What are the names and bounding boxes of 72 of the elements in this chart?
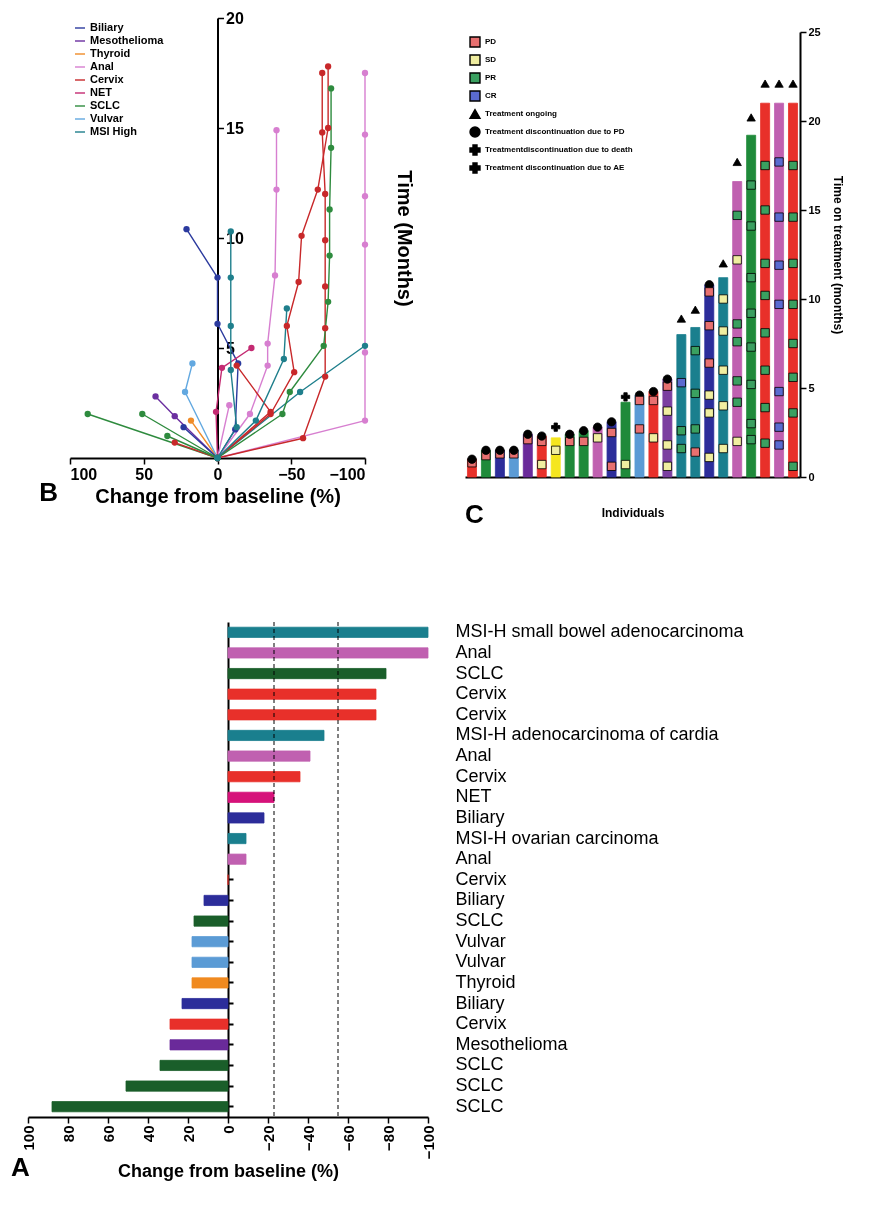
- y-tick-label: SCLC: [455, 1075, 504, 1096]
- y-tick-label: 20: [808, 114, 821, 127]
- x-tick-label: 80: [59, 1125, 77, 1143]
- y-axis-title: Time on treatment (months): [830, 175, 845, 335]
- y-tick-label: Vulvar: [455, 951, 506, 972]
- y-tick-label: Vulvar: [455, 930, 506, 951]
- x-tick-label: 20: [179, 1125, 197, 1143]
- y-tick-label: MSI-H adenocarcinoma of cardia: [455, 724, 720, 745]
- legend-label: MSI High: [90, 125, 138, 137]
- y-tick-label: Anal: [455, 745, 492, 766]
- x-tick-label: 60: [99, 1125, 117, 1143]
- y-tick-label: Mesothelioma: [455, 1033, 569, 1054]
- y-tick-label: Thyroid: [455, 971, 516, 992]
- y-tick-label: SCLC: [455, 662, 504, 683]
- y-tick-label: SCLC: [455, 1054, 504, 1075]
- x-tick-label: −100: [419, 1125, 437, 1160]
- y-tick-label: Cervix: [455, 683, 507, 704]
- y-tick-label: Anal: [455, 641, 492, 662]
- y-tick-label: 25: [808, 25, 821, 38]
- legend-label: Cervix: [90, 73, 125, 85]
- text: A: [11, 1151, 30, 1182]
- y-tick-label: 15: [808, 203, 821, 216]
- y-axis-title: Time (Months): [393, 170, 416, 307]
- y-tick-label: Biliary: [455, 992, 505, 1013]
- legend-label: Treatmentdiscontinuation due to death: [485, 145, 633, 154]
- x-tick-label: −60: [339, 1125, 357, 1151]
- y-tick-label: 20: [226, 9, 244, 27]
- legend-label: Biliary: [90, 21, 125, 33]
- legend-label: Treatment discontinuation due to PD: [485, 127, 625, 136]
- y-tick-label: 5: [808, 381, 815, 394]
- x-tick-label: −100: [329, 465, 366, 483]
- legend-label: Vulvar: [90, 112, 124, 124]
- x-tick-label: −40: [299, 1125, 317, 1151]
- x-tick-label: 0: [213, 465, 223, 483]
- legend-label: Anal: [90, 60, 114, 72]
- x-tick-label: −20: [259, 1125, 277, 1151]
- x-tick-label: 100: [70, 465, 98, 483]
- y-tick-label: MSI-H ovarian carcinoma: [455, 827, 660, 848]
- x-axis-title: Change from baseline (%): [117, 1161, 340, 1182]
- y-tick-label: Biliary: [455, 889, 505, 910]
- x-tick-label: 40: [139, 1125, 157, 1143]
- y-tick-label: Cervix: [455, 765, 507, 786]
- legend-label: PD: [485, 37, 497, 46]
- y-tick-label: SCLC: [455, 1095, 504, 1116]
- y-tick-label: NET: [455, 786, 492, 807]
- y-tick-label: MSI-H small bowel adenocarcinoma: [455, 621, 745, 642]
- x-axis-title: Change from baseline (%): [95, 484, 341, 507]
- y-tick-label: Cervix: [455, 703, 507, 724]
- legend-label: SCLC: [90, 99, 120, 111]
- legend-label: CR: [485, 91, 497, 100]
- legend-label: Mesothelioma: [90, 34, 165, 46]
- legend-label: NET: [90, 86, 113, 98]
- y-tick-label: 15: [226, 119, 244, 137]
- x-tick-label: 0: [219, 1125, 237, 1134]
- y-tick-label: Cervix: [455, 1013, 507, 1034]
- legend-label: Treatment discontinuation due to AE: [485, 163, 625, 172]
- text: B: [39, 477, 59, 507]
- y-tick-label: Anal: [455, 848, 492, 869]
- y-tick-label: Cervix: [455, 868, 507, 889]
- text: C: [465, 499, 484, 529]
- x-tick-label: −50: [278, 465, 306, 483]
- legend-label: Treatment ongoing: [485, 109, 558, 118]
- x-axis-title: Individuals: [601, 505, 665, 520]
- y-tick-label: 10: [808, 292, 821, 305]
- x-tick-label: −80: [379, 1125, 397, 1151]
- legend-label: Thyroid: [90, 47, 131, 59]
- legend-label: PR: [485, 73, 497, 82]
- x-tick-label: 50: [135, 465, 154, 483]
- legend-label: SD: [485, 55, 497, 64]
- y-tick-label: SCLC: [455, 910, 504, 931]
- x-tick-label: 100: [19, 1125, 37, 1151]
- y-tick-label: Biliary: [455, 806, 505, 827]
